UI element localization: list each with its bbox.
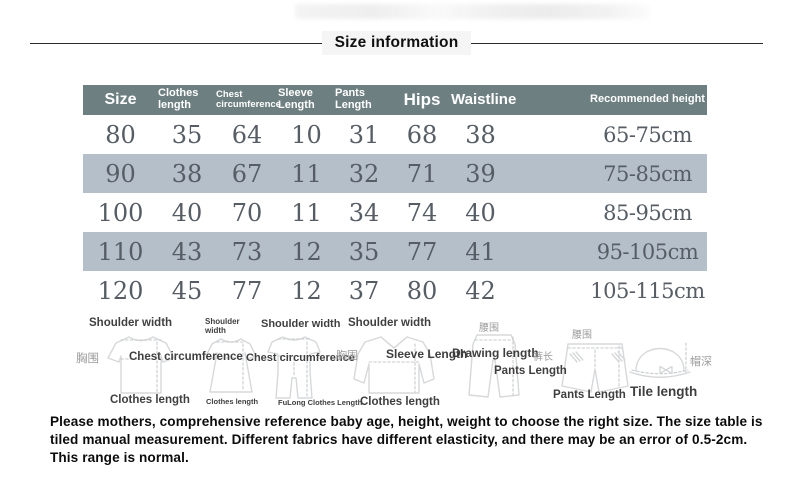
table-cell: 35 [335, 232, 393, 271]
clothes-length-label: Clothes length [360, 396, 440, 408]
table-cell: 110 [83, 232, 158, 271]
pants-length-label: Pants Length [553, 389, 626, 401]
header-chest-circumference: Chest circumference [216, 85, 281, 115]
footer-note: Please mothers, comprehensive reference … [50, 414, 763, 466]
table-cell: 90 [83, 154, 158, 193]
drawing-length-label: Drawing length [452, 346, 539, 360]
pants-length-cn-label: 裤长 [533, 352, 553, 363]
table-cell: 12 [278, 232, 335, 271]
table-cell: 45 [171, 276, 203, 305]
table-cell: 42 [465, 276, 496, 305]
table-row: 110 43 73 12 35 77 41 95-105cm [83, 232, 707, 271]
table-cell: 38 [158, 154, 216, 193]
shoulder-width-label: Shoulder width [348, 317, 432, 329]
pants-sketch [466, 331, 522, 403]
waistline-cn-label: 腰围 [479, 323, 499, 334]
table-cell: 35 [171, 120, 203, 149]
table-cell: 41 [451, 232, 510, 271]
hat-sketch [628, 333, 692, 383]
table-cell: 39 [451, 154, 510, 193]
table-cell: 73 [216, 232, 278, 271]
table-cell: 38 [465, 120, 496, 149]
size-table-body: 80 35 64 10 31 68 38 65-75cm 90 38 67 11… [83, 115, 707, 310]
romper-sketch [266, 334, 322, 404]
table-cell: 75-85cm [510, 154, 707, 193]
table-cell: 120 [97, 276, 144, 305]
watermark-smudge [295, 4, 650, 19]
header-sleeve-length: Sleeve Length [278, 85, 335, 115]
chest-circumference-label: Chest circumference [129, 351, 243, 363]
table-cell: 37 [348, 276, 380, 305]
title-bar: Size information [30, 31, 764, 55]
chest-circumference-label: Chest circumference [246, 352, 355, 364]
header-row: Size Clothes length Chest circumference … [83, 85, 707, 115]
title-rule-right [471, 42, 764, 44]
table-cell: 77 [393, 232, 451, 271]
table-cell: 68 [406, 120, 438, 149]
shorts-sketch [560, 340, 630, 402]
table-cell: 43 [158, 232, 216, 271]
chest-circumference-cn-label: 胸围 [76, 351, 99, 365]
table-cell: 11 [278, 154, 335, 193]
table-cell: 80 [406, 276, 438, 305]
table-cell: 12 [291, 276, 322, 305]
shoulder-width-label: Shoulder width [89, 317, 173, 329]
table-cell: 71 [393, 154, 451, 193]
tile-length-label: Tile length [630, 384, 698, 399]
dress-sketch [204, 336, 258, 396]
table-cell: 85-95cm [603, 200, 692, 225]
tshirt-sketch [106, 334, 176, 398]
table-cell: 40 [171, 198, 203, 227]
table-cell: 80 [105, 120, 136, 149]
table-cell: 65-75cm [603, 122, 692, 147]
table-cell: 100 [97, 198, 144, 227]
shoulder-width-label: Shoulder width [261, 318, 341, 330]
table-cell: 67 [216, 154, 278, 193]
clothes-length-label: Clothes length [110, 394, 190, 406]
table-row: 90 38 67 11 32 71 39 75-85cm [83, 154, 707, 193]
table-cell: 105-115cm [590, 278, 705, 303]
waistline-cn-label: 腰围 [572, 330, 592, 341]
hat-depth-cn-label: 帽深 [690, 355, 712, 368]
table-cell: 77 [231, 276, 263, 305]
clothes-length-label: Clothes length [206, 397, 259, 406]
table-cell: 40 [465, 198, 496, 227]
size-table-header: Size Clothes length Chest circumference … [83, 85, 707, 115]
header-size: Size [83, 85, 158, 115]
table-cell: 10 [291, 120, 322, 149]
sleeve-length-label: Sleeve Length [386, 347, 468, 361]
header-recommended-height: Recommended height [510, 85, 707, 115]
table-cell: 32 [335, 154, 393, 193]
pants-length-label: Pants Length [494, 365, 567, 377]
table-row: 80 35 64 10 31 68 38 65-75cm [83, 115, 707, 154]
shoulder-width-label: Shoulder width [205, 317, 240, 336]
table-cell: 34 [348, 198, 380, 227]
table-cell: 74 [406, 198, 438, 227]
fulong-clothes-length-label: FuLong Clothes Length [278, 398, 363, 407]
table-row: 100 40 70 11 34 74 40 85-95cm [83, 193, 707, 232]
table-row: 120 45 77 12 37 80 42 105-115cm [83, 271, 707, 310]
title-rule-left [30, 42, 322, 44]
table-cell: 11 [291, 198, 322, 227]
header-pants-length: Pants Length [335, 85, 393, 115]
header-clothes-length: Clothes length [158, 85, 216, 115]
jacket-sketch [352, 333, 436, 399]
table-cell: 64 [231, 120, 263, 149]
size-table: Size Clothes length Chest circumference … [83, 85, 707, 310]
header-waistline: Waistline [451, 85, 516, 115]
page-title: Size information [321, 31, 472, 55]
header-hips: Hips [393, 85, 451, 115]
chest-circumference-cn-label: 胸围 [336, 349, 358, 362]
table-cell: 95-105cm [510, 232, 707, 271]
table-cell: 70 [231, 198, 263, 227]
table-cell: 31 [348, 120, 380, 149]
